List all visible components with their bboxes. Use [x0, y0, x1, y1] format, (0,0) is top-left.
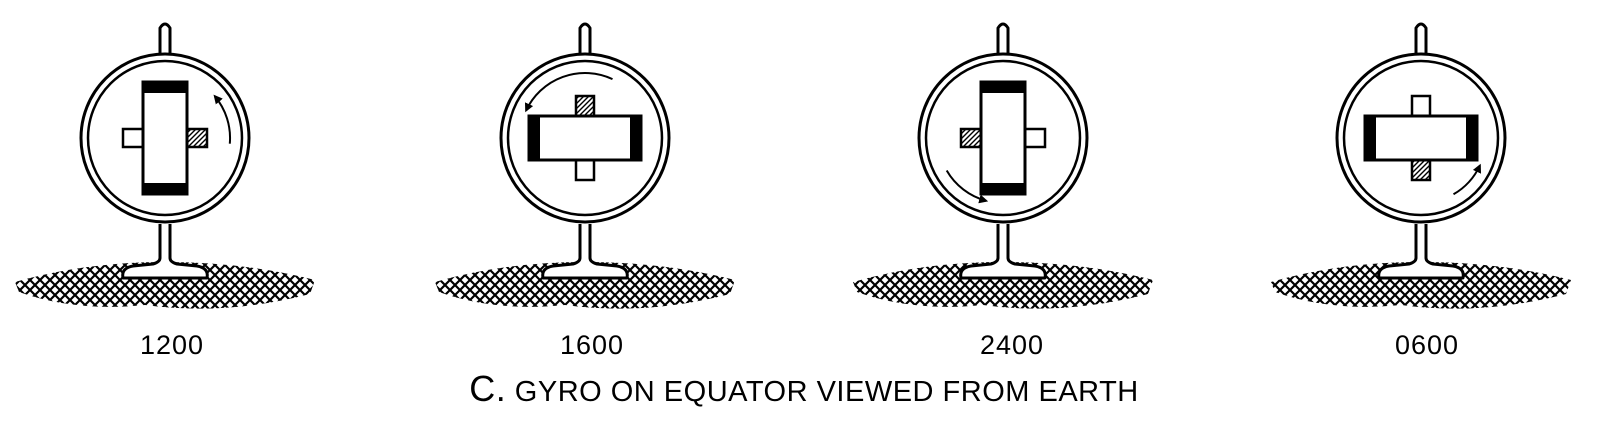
rotation-arrow [524, 72, 613, 113]
gyro-top-knob [158, 22, 172, 53]
gyro-top-knob [1414, 22, 1428, 53]
gyro-panel-0600 [1271, 22, 1571, 309]
axle-block-top [1410, 94, 1432, 118]
rotor-end-top [981, 82, 1025, 93]
gyro-rotor [527, 114, 643, 162]
earth-ground [853, 262, 1153, 309]
axle-block-left [121, 127, 145, 149]
gyro-stand [541, 224, 629, 280]
gyro-panel-2400 [853, 22, 1153, 309]
earth-ground [435, 262, 735, 309]
earth-ground [1271, 262, 1571, 309]
rotation-arrow [213, 94, 232, 144]
time-label-1200: 1200 [139, 330, 205, 360]
caption-text: GYRO ON EQUATOR VIEWED FROM EARTH [514, 376, 1139, 408]
rotor-end-bottom [981, 183, 1025, 194]
rotation-arrow [945, 169, 989, 204]
gyro-panel-1600 [435, 22, 735, 309]
axle-block-left [959, 127, 983, 149]
time-label-0600: 0600 [1394, 330, 1460, 360]
earth-ground [15, 262, 315, 309]
gyro-rotor [979, 80, 1027, 196]
rotor-end-bottom [143, 183, 187, 194]
gyro-panel-1200 [15, 22, 315, 309]
gyro-top-knob [996, 22, 1010, 53]
axle-block-right [1023, 127, 1047, 149]
gyro-rotor [141, 80, 189, 196]
rotor-end-right [1466, 116, 1477, 160]
figure-caption: C. GYRO ON EQUATOR VIEWED FROM EARTH [0, 368, 1608, 410]
gyro-stand [121, 224, 209, 280]
rotor-end-right [630, 116, 641, 160]
gyro-rotor [1363, 114, 1479, 162]
gyro-top-knob [578, 22, 592, 53]
rotation-arrow [1452, 163, 1482, 196]
gyro-stand [959, 224, 1047, 280]
axle-block-bottom [1410, 158, 1432, 182]
gimbal-inner-ring [924, 59, 1082, 217]
axle-block-top [574, 94, 596, 118]
gimbal-inner-ring [86, 59, 244, 217]
rotor-end-left [1365, 116, 1376, 160]
gimbal-inner-ring [1342, 59, 1500, 217]
caption-letter: C. [469, 368, 507, 409]
time-label-1600: 1600 [559, 330, 625, 360]
gyro-stand [1377, 224, 1465, 280]
axle-block-right [185, 127, 209, 149]
rotor-end-left [529, 116, 540, 160]
time-label-2400: 2400 [979, 330, 1045, 360]
rotor-end-top [143, 82, 187, 93]
gimbal-inner-ring [506, 59, 664, 217]
axle-block-bottom [574, 158, 596, 182]
